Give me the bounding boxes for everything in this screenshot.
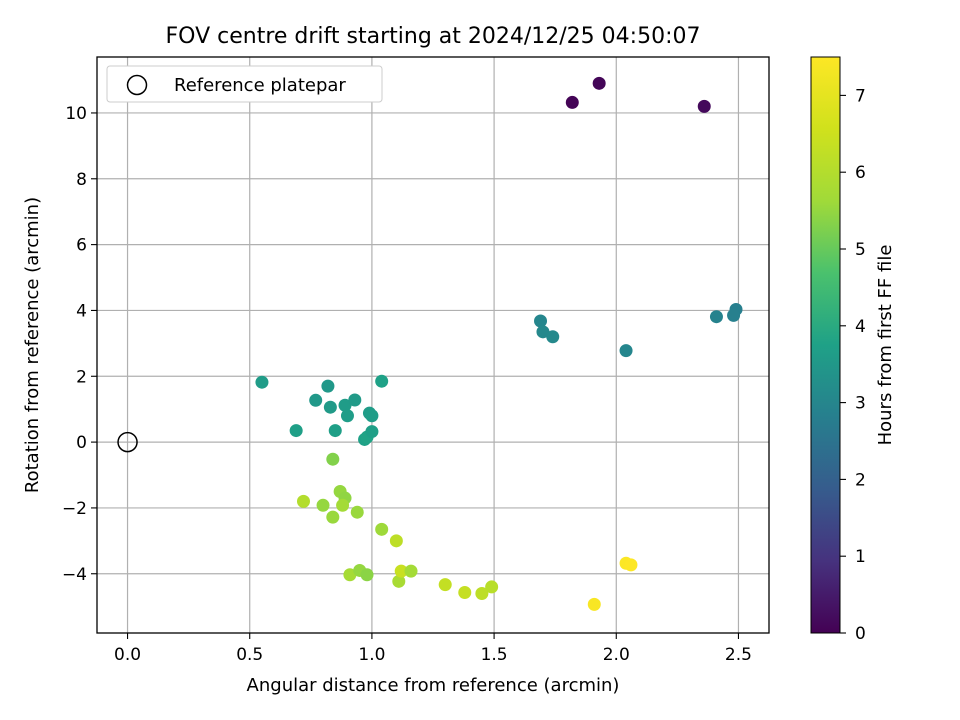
data-point: [727, 308, 741, 322]
data-point: [475, 587, 489, 601]
y-tick-label: 2: [76, 367, 87, 387]
data-point: [375, 374, 389, 388]
data-point: [328, 424, 342, 438]
reference-platepar-marker: [117, 431, 138, 453]
colorbar-label: Hours from first FF file: [875, 245, 896, 446]
data-point: [348, 393, 362, 407]
data-point: [321, 379, 335, 393]
data-point: [709, 310, 723, 324]
data-point: [392, 574, 406, 588]
colorbar-tick-label: 2: [855, 470, 866, 490]
colorbar-ticks: 0 1 2 3 4 5 6 7: [840, 86, 866, 644]
data-points: [255, 76, 743, 611]
data-point: [360, 568, 374, 582]
legend-label-reference-platepar: Reference platepar: [174, 75, 346, 96]
x-tick-label: 2.0: [603, 645, 630, 665]
colorbar-tick-label: 4: [855, 317, 866, 337]
colorbar: 0 1 2 3 4 5 6 7 Hours from first FF file: [810, 56, 896, 644]
y-axis-label: Rotation from reference (arcmin): [22, 197, 43, 493]
data-point: [336, 498, 350, 512]
x-tick-label: 0.0: [114, 645, 141, 665]
data-point: [536, 325, 550, 339]
x-tick-label: 1.5: [481, 645, 508, 665]
x-axis-ticks: 0.0 0.5 1.0 1.5 2.0 2.5: [114, 633, 752, 665]
x-tick-label: 1.0: [358, 645, 385, 665]
y-tick-label: 8: [76, 170, 87, 190]
y-tick-label: −2: [62, 499, 87, 519]
grid: [97, 57, 769, 633]
data-point: [404, 564, 418, 578]
data-point: [394, 564, 408, 578]
data-point: [255, 375, 269, 389]
data-point: [485, 580, 499, 594]
plot-frame: [96, 56, 770, 634]
data-point: [546, 330, 560, 344]
data-point: [296, 494, 310, 508]
colorbar-tick-label: 1: [855, 547, 866, 567]
x-tick-label: 2.5: [725, 645, 752, 665]
y-tick-label: 0: [76, 433, 87, 453]
data-point: [624, 558, 638, 572]
y-tick-label: 10: [65, 104, 87, 124]
colorbar-tick-label: 5: [855, 240, 866, 260]
data-point: [458, 586, 472, 600]
colorbar-tick-label: 3: [855, 394, 866, 414]
chart-title: FOV centre drift starting at 2024/12/25 …: [166, 24, 701, 49]
data-point: [365, 425, 379, 439]
data-point: [697, 99, 711, 113]
data-point: [309, 393, 323, 407]
colorbar-tick-label: 7: [855, 86, 866, 106]
data-point: [592, 76, 606, 90]
data-point: [619, 344, 633, 358]
data-point: [365, 409, 379, 423]
data-point: [438, 578, 452, 592]
legend-open-circle-icon: [126, 74, 148, 96]
colorbar-tick-label: 0: [855, 624, 866, 644]
legend: Reference platepar: [106, 65, 383, 103]
data-point: [326, 510, 340, 524]
data-point: [389, 534, 403, 548]
data-point: [326, 452, 340, 466]
data-point: [289, 424, 303, 438]
x-tick-label: 0.5: [236, 645, 263, 665]
data-point: [534, 314, 548, 328]
data-point: [375, 522, 389, 536]
colorbar-tick-label: 6: [855, 163, 866, 183]
y-axis-ticks: −4 −2 0 2 4 6 8 10: [62, 104, 97, 585]
data-point: [340, 409, 354, 423]
data-point: [316, 498, 330, 512]
data-point: [350, 505, 364, 519]
data-point: [565, 95, 579, 109]
y-tick-label: 4: [76, 301, 87, 321]
data-point: [338, 398, 352, 412]
x-axis-label: Angular distance from reference (arcmin): [247, 675, 620, 696]
colorbar-gradient: [810, 56, 841, 634]
data-point: [323, 400, 337, 414]
data-point: [343, 568, 357, 582]
legend-box: [106, 65, 383, 103]
y-tick-label: −4: [62, 565, 87, 585]
data-point: [587, 597, 601, 611]
y-tick-label: 6: [76, 236, 87, 256]
